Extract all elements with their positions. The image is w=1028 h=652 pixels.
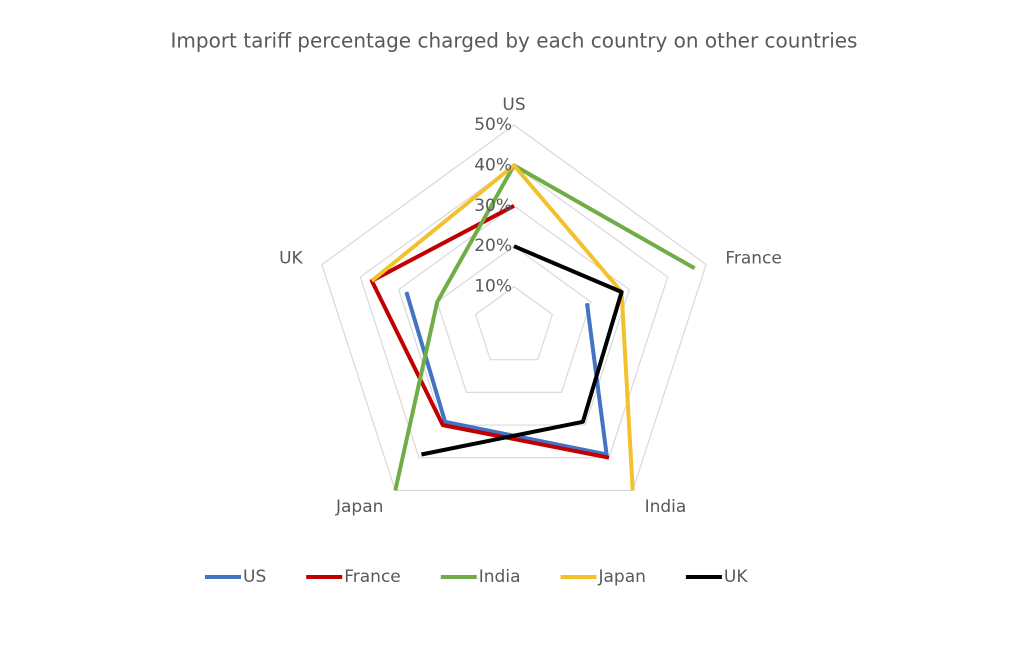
grid-ring — [359, 164, 669, 459]
series-line — [370, 163, 635, 491]
legend-label: US — [243, 567, 266, 587]
r-tick-label: 10% — [474, 277, 512, 297]
legend-label: France — [344, 567, 401, 587]
axis-label: UK — [279, 248, 303, 268]
axis-label: India — [645, 497, 687, 517]
axis-label: France — [725, 248, 782, 268]
series-line — [393, 163, 696, 491]
axis-label: Japan — [335, 497, 383, 517]
legend-label: India — [479, 567, 521, 587]
chart-title: Import tariff percentage charged by each… — [171, 29, 858, 53]
series-line — [421, 244, 624, 457]
r-tick-label: 50% — [474, 115, 512, 135]
legend-label: Japan — [598, 567, 646, 587]
grid-ring — [436, 245, 592, 393]
r-tick-label: 30% — [474, 196, 512, 216]
r-tick-label: 20% — [474, 236, 512, 256]
grid-ring — [474, 285, 554, 361]
series-line — [369, 204, 610, 460]
legend-label: UK — [724, 567, 748, 587]
r-tick-label: 40% — [474, 155, 512, 175]
grid-ring — [321, 124, 707, 492]
axis-label: US — [502, 95, 525, 115]
